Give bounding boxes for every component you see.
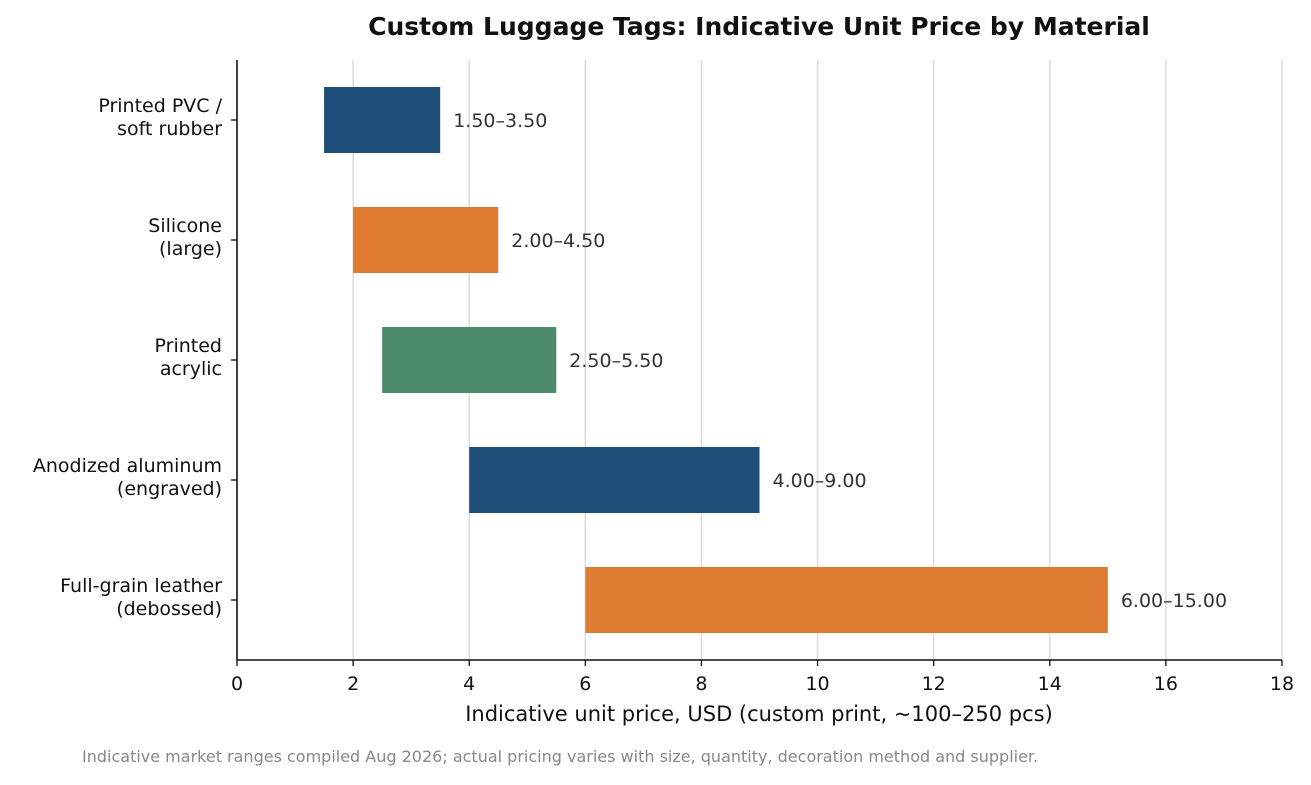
bar: [585, 567, 1108, 633]
y-tick-label: (engraved): [117, 478, 222, 500]
x-tick-label: 0: [231, 673, 243, 695]
bar: [324, 87, 441, 153]
bar: [353, 207, 499, 273]
bars: [324, 87, 1108, 633]
x-tick-label: 18: [1270, 673, 1294, 695]
chart-title: Custom Luggage Tags: Indicative Unit Pri…: [368, 12, 1150, 41]
gridlines: [352, 60, 1283, 660]
y-tick-label: soft rubber: [117, 118, 222, 140]
axes: 0 2 4 6 8 10 12 14 16 18 Printed PVC /soft rubber S…: [33, 60, 1294, 695]
y-tick-label: Printed: [155, 335, 222, 357]
data-label: 6.00–15.00: [1121, 590, 1227, 612]
x-tick-label: 6: [579, 673, 591, 695]
x-tick-label: 10: [805, 673, 829, 695]
data-label: 4.00–9.00: [773, 470, 867, 492]
y-tick-label: acrylic: [160, 358, 222, 380]
x-tick-label: 8: [695, 673, 707, 695]
data-label: 2.00–4.50: [511, 230, 605, 252]
y-tick-label: Printed PVC /: [98, 95, 222, 117]
y-tick-label: (large): [159, 238, 222, 260]
y-tick-label: Silicone: [148, 215, 222, 237]
data-labels: 1.50–3.50 2.00–4.50 2.50–5.50 4.00–9.00 6.00…: [453, 110, 1227, 612]
bar: [469, 447, 760, 513]
x-tick-label: 4: [463, 673, 475, 695]
footnote: Indicative market ranges compiled Aug 20…: [82, 747, 1038, 766]
y-tick-label: Full-grain leather: [60, 575, 222, 597]
data-label: 2.50–5.50: [569, 350, 663, 372]
x-tick-label: 14: [1038, 673, 1062, 695]
bar: [382, 327, 557, 393]
x-tick-label: 2: [347, 673, 359, 695]
y-tick-label: Anodized aluminum: [33, 455, 222, 477]
y-tick-label: (debossed): [116, 598, 222, 620]
x-tick-label: 16: [1154, 673, 1178, 695]
x-axis-label: Indicative unit price, USD (custom print…: [465, 702, 1053, 726]
x-tick-label: 12: [922, 673, 946, 695]
data-label: 1.50–3.50: [453, 110, 547, 132]
